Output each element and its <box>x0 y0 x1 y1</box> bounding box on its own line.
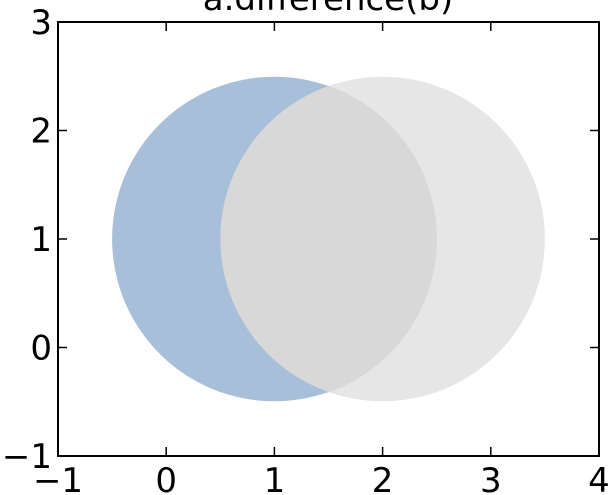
y-tick-label: 2 <box>30 112 52 152</box>
x-tick-label: 4 <box>588 461 610 495</box>
overlap-region <box>220 76 437 402</box>
y-tick-label: 3 <box>30 3 52 43</box>
chart-title: a.difference(b) <box>203 0 453 19</box>
y-tick-label: −1 <box>2 437 52 477</box>
x-tick-label: 3 <box>480 461 502 495</box>
y-tick-label: 0 <box>30 329 52 369</box>
x-tick-label: 0 <box>155 461 177 495</box>
y-tick-label: 1 <box>30 220 52 260</box>
x-tick-label: 2 <box>372 461 394 495</box>
x-tick-label: 1 <box>264 461 286 495</box>
x-tick-label: −1 <box>33 461 83 495</box>
